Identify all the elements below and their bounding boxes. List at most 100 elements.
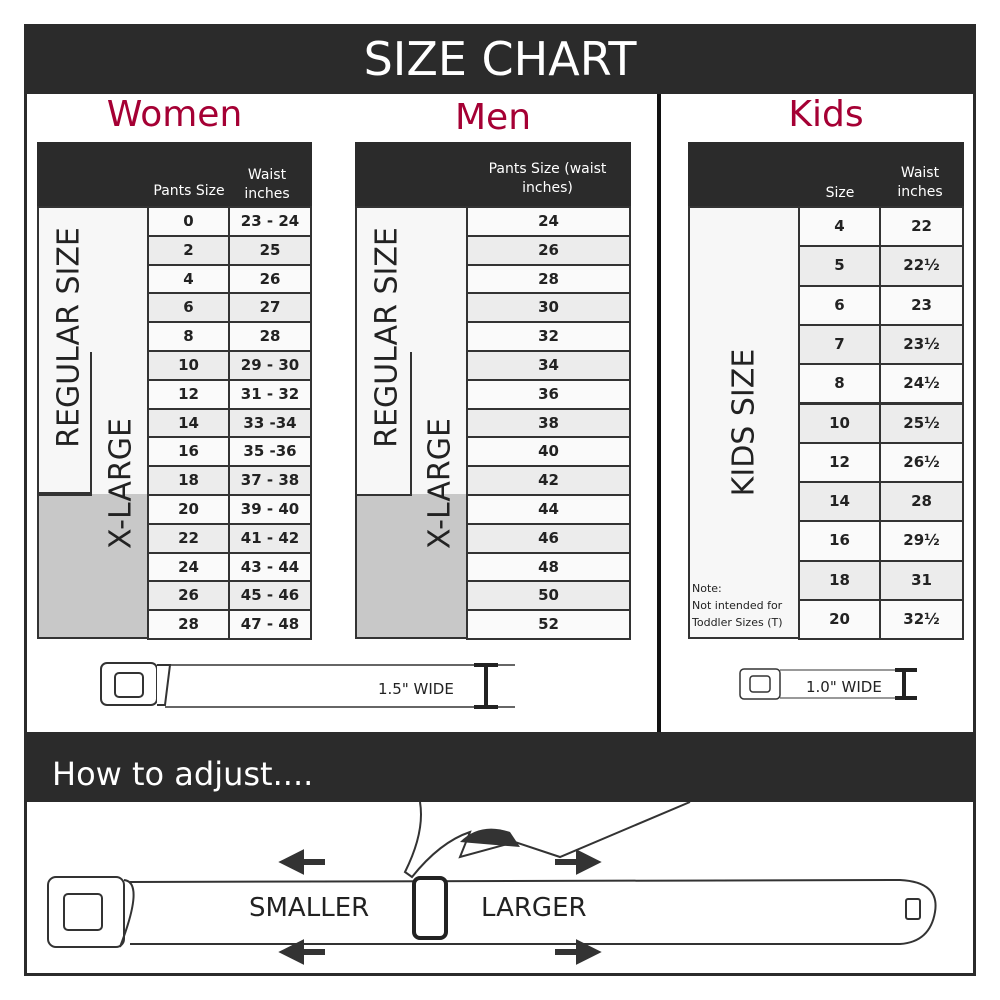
table-cell: 32 <box>466 321 631 352</box>
kids-size-label: KIDS SIZE <box>726 348 762 497</box>
table-cell: 8 <box>147 321 230 352</box>
table-cell: 28 <box>147 609 230 640</box>
men-pants-size-header: Pants Size (waist inches) <box>488 161 607 196</box>
table-cell: 14 <box>798 481 881 523</box>
hand-icon <box>403 802 691 879</box>
table-cell: 25½ <box>879 402 964 444</box>
table-cell: 31 - 32 <box>228 378 312 410</box>
table-cell: 26 <box>147 580 230 612</box>
men-xlarge-label: X-LARGE <box>422 418 458 549</box>
men-heading: Men <box>454 97 532 138</box>
women-regular-notch <box>39 352 92 494</box>
table-cell: 41 - 42 <box>228 522 312 554</box>
men-table-header: Pants Size (waist inches) <box>355 142 631 206</box>
table-cell: 7 <box>798 323 881 366</box>
table-cell: 4 <box>798 206 881 248</box>
table-cell: 38 <box>466 407 631 439</box>
adjust-belt-illustration <box>47 802 937 965</box>
arrow-right-icon <box>555 849 602 875</box>
table-cell: 27 <box>228 292 312 324</box>
table-cell: 33 -34 <box>228 407 312 439</box>
table-cell: 40 <box>466 436 631 468</box>
table-cell: 16 <box>147 436 230 468</box>
table-cell: 43 - 44 <box>228 551 312 583</box>
table-cell: 23½ <box>879 323 964 366</box>
table-cell: 26 <box>228 263 312 295</box>
kids-heading: Kids <box>788 94 864 135</box>
table-cell: 28 <box>228 321 312 352</box>
note-title: Note: <box>692 582 722 595</box>
table-cell: 4 <box>147 263 230 295</box>
kids-size-header: Size <box>825 185 855 201</box>
table-cell: 14 <box>147 407 230 439</box>
table-cell: 24½ <box>879 363 964 405</box>
table-cell: 45 - 46 <box>228 580 312 612</box>
kids-waist-header: Waist inches <box>897 165 943 200</box>
table-cell: 32½ <box>879 599 964 641</box>
table-cell: 31 <box>879 559 964 601</box>
table-cell: 46 <box>466 522 631 554</box>
table-cell: 36 <box>466 378 631 410</box>
page-title: SIZE CHART <box>24 24 976 94</box>
table-cell: 6 <box>147 292 230 324</box>
women-regular-label: REGULAR SIZE <box>51 227 87 448</box>
table-cell: 50 <box>466 580 631 612</box>
table-cell: 47 - 48 <box>228 609 312 640</box>
table-cell: 39 - 40 <box>228 494 312 525</box>
table-cell: 35 -36 <box>228 436 312 468</box>
table-cell: 26 <box>466 234 631 266</box>
arrow-left-icon <box>278 939 325 965</box>
table-cell: 12 <box>147 378 230 410</box>
table-cell: 16 <box>798 520 881 562</box>
kids-size-panel <box>688 206 800 639</box>
table-cell: 12 <box>798 441 881 484</box>
men-regular-notch <box>357 352 412 496</box>
waist-header: Waist inches <box>244 167 290 202</box>
table-cell: 25 <box>228 234 312 266</box>
women-table-header: Pants Size Waist inches <box>37 142 312 206</box>
table-cell: 28 <box>466 263 631 295</box>
table-cell: 18 <box>147 465 230 496</box>
adult-belt-illustration <box>100 662 515 709</box>
pants-size-header: Pants Size <box>153 183 225 199</box>
table-cell: 22 <box>147 522 230 554</box>
women-regular-line <box>39 494 92 496</box>
kids-width-label: 1.0" WIDE <box>806 678 882 696</box>
table-cell: 44 <box>466 494 631 525</box>
kids-table-header: Size Waist inches <box>688 142 964 206</box>
table-cell: 24 <box>466 206 631 237</box>
belt-slider <box>412 876 448 940</box>
table-cell: 30 <box>466 292 631 324</box>
table-cell: 29½ <box>879 520 964 562</box>
table-cell: 5 <box>798 245 881 287</box>
table-cell: 29 - 30 <box>228 350 312 381</box>
table-cell: 34 <box>466 350 631 381</box>
how-to-adjust-heading: How to adjust.... <box>24 732 976 802</box>
table-cell: 42 <box>466 465 631 496</box>
arrow-left-icon <box>278 849 325 875</box>
kids-note: Note: Not intended for Toddler Sizes (T) <box>692 580 796 631</box>
table-cell: 37 - 38 <box>228 465 312 496</box>
table-cell: 23 - 24 <box>228 206 312 237</box>
note-text: Not intended for Toddler Sizes (T) <box>692 599 783 629</box>
arrow-right-icon <box>555 939 602 965</box>
smaller-label: SMALLER <box>249 893 370 923</box>
table-cell: 23 <box>879 284 964 326</box>
table-cell: 8 <box>798 363 881 405</box>
table-cell: 10 <box>798 402 881 444</box>
table-cell: 20 <box>147 494 230 525</box>
section-divider <box>657 94 661 732</box>
table-cell: 28 <box>879 481 964 523</box>
women-xlarge-label: X-LARGE <box>103 418 139 549</box>
larger-label: LARGER <box>481 893 587 923</box>
table-cell: 2 <box>147 234 230 266</box>
table-cell: 10 <box>147 350 230 381</box>
women-heading: Women <box>106 94 243 135</box>
table-cell: 20 <box>798 599 881 641</box>
adult-width-label: 1.5" WIDE <box>378 680 454 698</box>
kids-belt-illustration <box>739 668 917 700</box>
table-cell: 18 <box>798 559 881 601</box>
table-cell: 24 <box>147 551 230 583</box>
table-cell: 52 <box>466 609 631 640</box>
table-cell: 48 <box>466 551 631 583</box>
